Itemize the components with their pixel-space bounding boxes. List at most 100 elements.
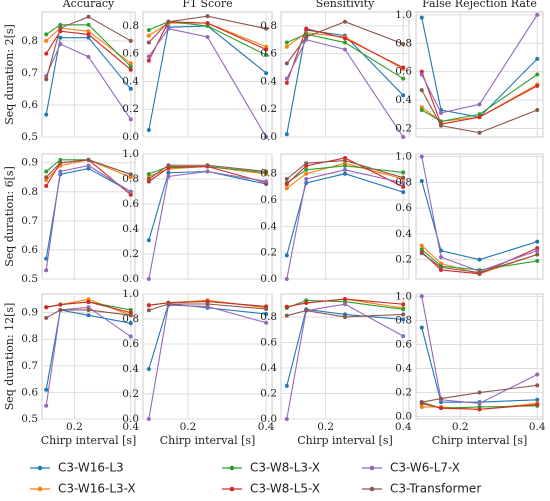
point bbox=[304, 35, 309, 39]
series-line bbox=[286, 160, 404, 180]
series-line bbox=[286, 39, 404, 138]
series-line bbox=[45, 16, 132, 80]
point bbox=[128, 86, 133, 91]
y-tick-label: 0.4 bbox=[260, 362, 277, 374]
point bbox=[264, 44, 269, 49]
point bbox=[535, 108, 540, 113]
column-title: Accuracy bbox=[62, 0, 115, 10]
y-tick-label: 0.4 bbox=[122, 363, 139, 375]
y-tick-label: 0.5 bbox=[21, 413, 38, 425]
point bbox=[401, 302, 406, 307]
point bbox=[419, 69, 424, 74]
column-title: F1 Score bbox=[182, 0, 232, 10]
point bbox=[401, 180, 406, 185]
y-tick-label: 0.6 bbox=[21, 386, 38, 398]
point bbox=[477, 401, 482, 406]
point bbox=[44, 112, 49, 117]
point bbox=[535, 72, 540, 77]
point bbox=[439, 265, 444, 270]
point bbox=[401, 170, 406, 175]
y-tick-label: 0.2 bbox=[122, 103, 139, 115]
point bbox=[128, 192, 133, 197]
point bbox=[205, 14, 210, 19]
y-tick-label: 0.6 bbox=[122, 198, 139, 210]
point bbox=[284, 417, 289, 421]
legend-label: C3-W16-L3 bbox=[58, 461, 124, 475]
point bbox=[146, 28, 151, 33]
point bbox=[401, 334, 406, 339]
series-line bbox=[421, 402, 538, 410]
y-tick-label: 0.0 bbox=[122, 273, 139, 285]
point bbox=[264, 135, 269, 139]
x-tick-label: 0.2 bbox=[66, 421, 83, 433]
point bbox=[535, 83, 540, 88]
point bbox=[304, 167, 309, 172]
point bbox=[146, 40, 151, 45]
point bbox=[205, 302, 210, 306]
point bbox=[343, 314, 347, 319]
point bbox=[146, 33, 151, 38]
point bbox=[264, 47, 269, 52]
point bbox=[44, 178, 49, 183]
point bbox=[264, 169, 269, 174]
y-tick-label: 0.4 bbox=[260, 220, 277, 232]
point bbox=[58, 307, 63, 312]
point bbox=[284, 304, 289, 309]
point bbox=[166, 26, 171, 31]
point bbox=[401, 76, 406, 81]
y-tick-label: 1.0 bbox=[395, 9, 412, 21]
point bbox=[419, 72, 424, 77]
y-tick-label: 0.8 bbox=[122, 173, 139, 185]
point bbox=[128, 175, 133, 180]
y-tick-label: 0.6 bbox=[260, 336, 277, 348]
y-tick-label: 0.8 bbox=[122, 20, 139, 32]
y-tick-label: 0.0 bbox=[395, 411, 412, 423]
x-tick-label: 0.4 bbox=[122, 421, 139, 433]
point bbox=[343, 163, 347, 168]
series-line bbox=[45, 30, 132, 71]
point bbox=[304, 26, 309, 31]
y-tick-label: 0.2 bbox=[395, 387, 412, 399]
y-tick-label: 0.8 bbox=[122, 313, 139, 325]
y-tick-label: 1.0 bbox=[122, 288, 139, 300]
series-line bbox=[45, 309, 131, 319]
y-tick-label: 0.4 bbox=[395, 228, 412, 240]
row-label: Seq duration: 6[s] bbox=[3, 166, 16, 267]
y-tick-label: 1.0 bbox=[122, 148, 139, 160]
point bbox=[419, 400, 424, 405]
point bbox=[419, 251, 424, 256]
series-line bbox=[45, 37, 132, 115]
point bbox=[146, 177, 151, 181]
series-line bbox=[45, 27, 132, 64]
series-line bbox=[148, 170, 267, 241]
point bbox=[284, 313, 289, 318]
legend-label: C3-W16-L3-X bbox=[58, 482, 136, 496]
point bbox=[146, 54, 151, 59]
y-tick-label: 0.6 bbox=[260, 48, 277, 60]
point bbox=[86, 54, 91, 59]
series-line bbox=[421, 17, 538, 118]
series-line bbox=[421, 327, 538, 403]
x-tick-label: 0.2 bbox=[180, 421, 197, 433]
x-tick-label: 0.2 bbox=[452, 421, 469, 433]
point bbox=[304, 308, 309, 313]
series-line bbox=[148, 25, 267, 131]
y-tick-label: 0.9 bbox=[21, 307, 38, 319]
point bbox=[146, 277, 151, 281]
x-axis-label: Chirp interval [s] bbox=[160, 434, 256, 447]
point bbox=[535, 239, 540, 244]
y-tick-label: 0.8 bbox=[395, 176, 412, 188]
point bbox=[439, 396, 444, 401]
x-tick-label: 0.4 bbox=[258, 421, 275, 433]
series-line bbox=[45, 159, 131, 178]
point bbox=[477, 270, 482, 275]
point bbox=[86, 14, 91, 19]
point bbox=[419, 88, 424, 93]
panel bbox=[142, 153, 273, 280]
point bbox=[166, 19, 171, 24]
point bbox=[439, 406, 444, 411]
y-tick-label: 0.4 bbox=[395, 94, 412, 106]
legend-label: C3-W8-L5-X bbox=[250, 482, 320, 496]
series-line bbox=[286, 173, 404, 256]
point bbox=[264, 179, 269, 184]
